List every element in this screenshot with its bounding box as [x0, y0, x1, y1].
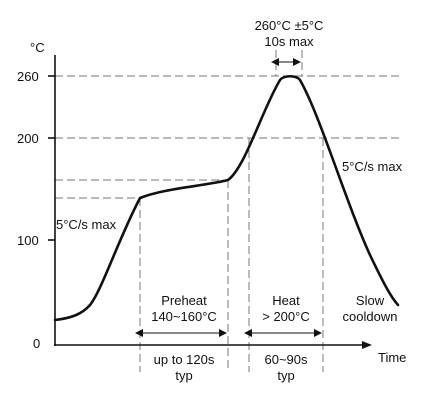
- cooldown-label-line2: cooldown: [343, 309, 398, 324]
- tick-label-100: 100: [17, 233, 39, 248]
- x-axis-arrowhead: [362, 341, 372, 349]
- preheat-time-typ: typ: [175, 368, 192, 383]
- temperature-profile-curve: [53, 74, 400, 322]
- cooldown-label-line1: Slow: [356, 293, 385, 308]
- heat-time-label: 60~90s: [264, 352, 308, 367]
- peak-time-label: 10s max: [264, 34, 314, 49]
- x-axis-label: Time: [378, 350, 406, 365]
- heat-label: Heat: [272, 293, 300, 308]
- heat-range-label: > 200°C: [262, 309, 309, 324]
- preheat-label: Preheat: [161, 293, 207, 308]
- tick-label-0: 0: [33, 336, 40, 351]
- ramp-up-label: 5°C/s max: [56, 217, 117, 232]
- tick-label-260: 260: [17, 69, 39, 84]
- ramp-down-label: 5°C/s max: [342, 159, 403, 174]
- peak-temp-label: 260°C ±5°C: [255, 18, 324, 33]
- preheat-range-label: 140~160°C: [151, 309, 217, 324]
- heat-time-typ: typ: [277, 368, 294, 383]
- y-unit-label: °C: [30, 40, 45, 55]
- tick-label-200: 200: [17, 131, 39, 146]
- preheat-time-label: up to 120s: [154, 352, 215, 367]
